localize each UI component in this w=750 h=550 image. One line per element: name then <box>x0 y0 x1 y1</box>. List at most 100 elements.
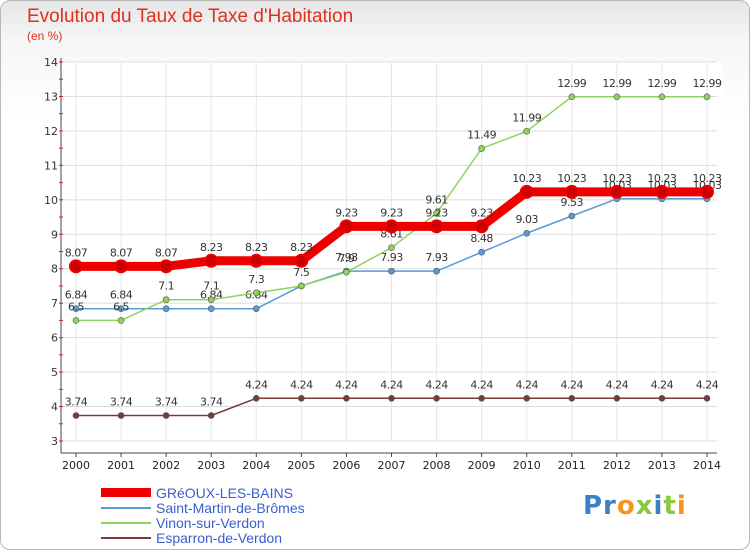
data-label: 4.24 <box>245 378 268 391</box>
data-point <box>568 93 576 101</box>
data-label: 4.24 <box>606 378 629 391</box>
data-label: 9.23 <box>335 206 358 219</box>
data-point <box>252 289 260 297</box>
x-tick-label: 2008 <box>423 459 451 472</box>
data-label: 6.5 <box>68 300 84 313</box>
data-label: 3.74 <box>65 396 88 409</box>
data-label: 4.24 <box>696 378 719 391</box>
data-point <box>703 93 711 101</box>
data-point <box>519 184 534 199</box>
data-point <box>72 305 80 312</box>
legend-label: GRéOUX-LES-BAINS <box>156 485 293 501</box>
data-point <box>252 394 260 402</box>
data-point <box>207 296 215 304</box>
data-point <box>388 394 395 402</box>
data-label: 8.07 <box>110 246 133 259</box>
data-point <box>433 267 440 275</box>
data-point <box>117 305 125 312</box>
data-point <box>613 93 621 101</box>
data-point <box>343 394 350 402</box>
data-point <box>207 305 215 312</box>
legend-label: Vinon-sur-Verdon <box>156 515 265 531</box>
data-point <box>654 184 669 199</box>
data-label: 11.99 <box>512 111 541 124</box>
data-point <box>252 305 260 312</box>
data-label: 7.3 <box>248 273 264 286</box>
y-tick-label: 3 <box>51 435 58 448</box>
legend-label: Esparron-de-Verdon <box>156 530 282 546</box>
y-tick-label: 11 <box>44 159 58 172</box>
data-point <box>703 394 711 402</box>
data-label: 8.61 <box>380 228 403 241</box>
y-tick-label: 5 <box>51 366 58 379</box>
data-point <box>162 296 170 304</box>
data-point <box>343 268 350 276</box>
data-label: 10.23 <box>693 172 722 185</box>
data-point <box>294 253 309 268</box>
data-label: 4.24 <box>651 378 674 391</box>
data-label: 4.24 <box>380 378 403 391</box>
data-label: 12.99 <box>693 77 722 90</box>
data-point <box>162 305 170 312</box>
data-point <box>388 267 395 275</box>
data-label: 7.1 <box>158 280 174 293</box>
data-label: 4.24 <box>561 378 584 391</box>
x-tick-label: 2002 <box>152 459 180 472</box>
data-label: 10.23 <box>602 172 631 185</box>
data-label: 12.99 <box>557 77 586 90</box>
data-point <box>429 219 444 234</box>
x-tick-label: 2011 <box>558 459 586 472</box>
x-tick-label: 2003 <box>197 459 225 472</box>
data-point <box>433 209 440 217</box>
data-label: 3.74 <box>200 396 223 409</box>
data-point <box>384 219 399 234</box>
y-tick-label: 9 <box>51 228 58 241</box>
data-label: 3.74 <box>155 396 178 409</box>
data-point <box>613 394 621 402</box>
x-tick-label: 2004 <box>242 459 270 472</box>
data-point <box>700 184 714 199</box>
data-point <box>658 394 666 402</box>
data-label: 9.23 <box>470 206 493 219</box>
y-tick-label: 13 <box>44 90 58 103</box>
data-label: 6.84 <box>110 289 133 302</box>
data-label: 9.23 <box>380 206 403 219</box>
y-tick-label: 8 <box>51 263 58 276</box>
data-point <box>478 248 485 256</box>
data-label: 9.23 <box>425 206 448 219</box>
data-point <box>162 412 170 419</box>
data-point <box>114 259 129 274</box>
data-point <box>249 253 264 268</box>
data-point <box>72 412 80 419</box>
data-label: 8.48 <box>470 232 493 245</box>
data-label: 7.93 <box>380 251 403 264</box>
data-label: 12.99 <box>602 77 631 90</box>
data-point <box>564 184 579 199</box>
data-point <box>207 412 215 419</box>
data-point <box>204 253 219 268</box>
data-point <box>478 394 485 402</box>
data-point <box>523 394 531 402</box>
y-tick-label: 4 <box>51 401 58 414</box>
y-tick-label: 14 <box>44 56 58 69</box>
data-label: 8.07 <box>65 246 88 259</box>
data-label: 7.5 <box>293 266 309 279</box>
data-point <box>117 412 125 419</box>
x-tick-label: 2005 <box>287 459 315 472</box>
data-point <box>523 127 531 135</box>
data-point <box>117 317 125 324</box>
data-label: 3.74 <box>110 396 133 409</box>
y-tick-label: 10 <box>44 194 58 207</box>
data-point <box>69 259 83 274</box>
data-point <box>568 212 576 220</box>
y-tick-label: 12 <box>44 125 58 138</box>
x-tick-label: 2006 <box>332 459 360 472</box>
data-point <box>433 394 440 402</box>
data-label: 6.5 <box>113 300 129 313</box>
data-label: 4.24 <box>335 378 358 391</box>
data-label: 9.61 <box>425 193 448 206</box>
data-point <box>72 317 80 324</box>
chart-subtitle: (en %) <box>27 29 63 43</box>
